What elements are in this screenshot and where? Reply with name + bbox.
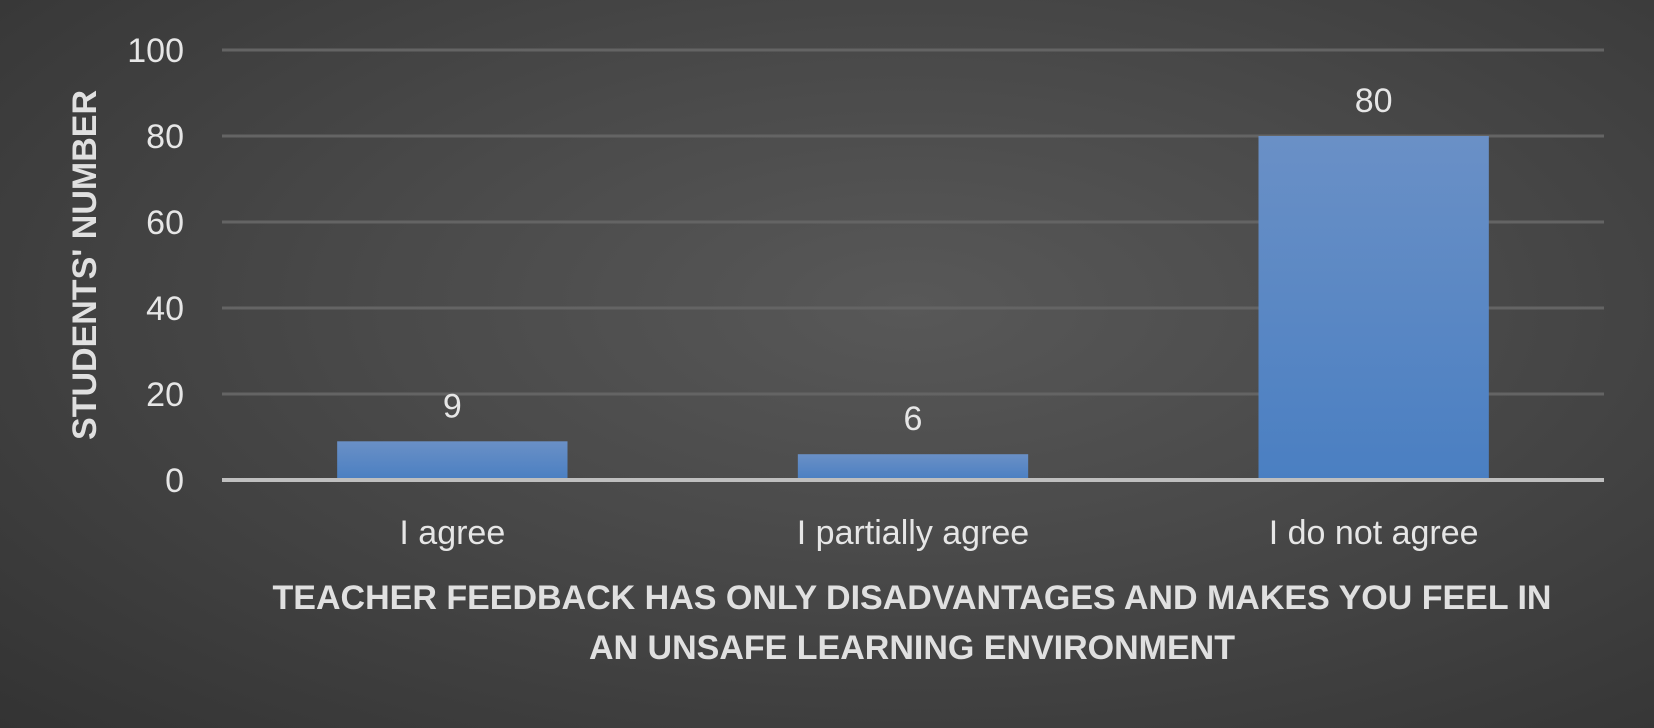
y-axis-title: STUDENTS' NUMBER: [66, 90, 104, 440]
y-tick-label: 100: [127, 32, 184, 70]
data-label: 9: [443, 387, 462, 425]
bars: [337, 136, 1489, 480]
x-axis-title-line-2: AN UNSAFE LEARNING ENVIRONMENT: [589, 629, 1235, 667]
bar: [337, 441, 568, 480]
data-label: 6: [904, 400, 923, 438]
data-label: 80: [1355, 82, 1393, 120]
y-tick-label: 60: [146, 204, 184, 242]
x-tick-label: I agree: [399, 514, 505, 552]
bar: [797, 454, 1029, 480]
x-tick-label: I partially agree: [797, 514, 1029, 552]
labels: 0 20 40 60 80 100 9 I agree 6 I partially agree 80…: [127, 32, 1478, 552]
y-tick-label: 80: [146, 118, 184, 156]
y-tick-label: 0: [165, 462, 184, 500]
y-tick-label: 40: [146, 290, 184, 328]
bar: [1258, 136, 1489, 480]
y-tick-label: 20: [146, 376, 184, 414]
x-tick-label: I do not agree: [1269, 514, 1479, 552]
x-axis-title-line-1: TEACHER FEEDBACK HAS ONLY DISADVANTAGES …: [273, 579, 1552, 617]
